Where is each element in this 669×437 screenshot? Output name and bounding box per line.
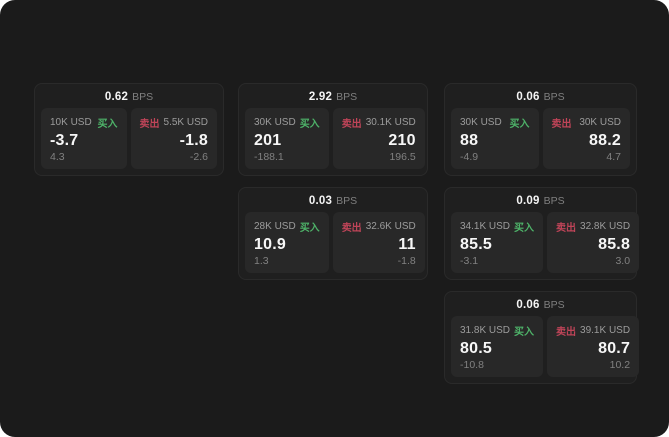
quote-panels: 31.8K USD 买入 80.5 -10.8 卖出 39.1K USD 80.…: [451, 316, 640, 377]
sell-quote-panel[interactable]: 卖出 30.1K USD 210 196.5: [332, 108, 425, 169]
buy-quote-panel[interactable]: 30K USD 买入 88 -4.9: [451, 108, 539, 169]
buy-amount: 31.8K USD: [460, 325, 511, 336]
buy-amount: 30K USD: [460, 117, 502, 128]
buy-label: 买入: [514, 327, 535, 338]
bps-value: 0.03: [308, 195, 333, 207]
sell-price: 88.2: [589, 132, 621, 149]
sell-delta: -2.6: [189, 151, 208, 163]
buy-delta: 4.3: [50, 151, 65, 163]
sell-amount: 30K USD: [579, 117, 621, 128]
sell-quote-panel[interactable]: 卖出 30K USD 88.2 4.7: [542, 108, 630, 169]
sell-label: 卖出: [556, 223, 577, 234]
quote-card: 0.03 BPS 28K USD 买入 10.9 1.3 卖出 32.6K US…: [238, 187, 428, 280]
sell-amount: 32.8K USD: [580, 221, 631, 232]
buy-quote-panel[interactable]: 31.8K USD 买入 80.5 -10.8: [451, 316, 544, 377]
sell-quote-panel[interactable]: 卖出 39.1K USD 80.7 10.2: [547, 316, 640, 377]
sell-label: 卖出: [556, 327, 577, 338]
bps-unit-label: BPS: [543, 91, 565, 103]
quote-card: 0.06 BPS 31.8K USD 买入 80.5 -10.8 卖出 39.1…: [444, 291, 640, 384]
sell-quote-panel[interactable]: 卖出 32.6K USD 11 -1.8: [332, 212, 425, 273]
quote-card: 0.62 BPS 10K USD 买入 -3.7 4.3 卖出 5.5K USD…: [34, 83, 224, 176]
quote-card: 0.06 BPS 30K USD 买入 88 -4.9 卖出 30K USD 8…: [444, 83, 637, 176]
buy-delta: -188.1: [254, 151, 284, 163]
card-header: 0.06 BPS: [451, 296, 630, 314]
sell-price: 210: [388, 132, 416, 149]
quote-panels: 10K USD 买入 -3.7 4.3 卖出 5.5K USD -1.8 -2.…: [41, 108, 217, 169]
sell-label: 卖出: [551, 119, 572, 130]
buy-price: 85.5: [460, 236, 492, 253]
buy-price: 88: [460, 132, 479, 149]
quote-panels: 34.1K USD 买入 85.5 -3.1 卖出 32.8K USD 85.8…: [451, 212, 640, 273]
sell-delta: 4.7: [606, 151, 621, 163]
buy-label: 买入: [509, 119, 530, 130]
buy-delta: 1.3: [254, 255, 269, 267]
buy-delta: -4.9: [460, 151, 479, 163]
buy-delta: -3.1: [460, 255, 479, 267]
bps-unit-label: BPS: [543, 195, 565, 207]
buy-label: 买入: [299, 223, 320, 234]
bps-unit-label: BPS: [543, 299, 565, 311]
buy-label: 买入: [97, 119, 118, 130]
quote-panels: 30K USD 买入 201 -188.1 卖出 30.1K USD 210 1…: [245, 108, 425, 169]
sell-delta: 3.0: [615, 255, 631, 267]
bps-value: 0.09: [516, 195, 540, 207]
sell-amount: 32.6K USD: [365, 221, 416, 232]
buy-amount: 10K USD: [50, 117, 92, 128]
bps-value: 0.62: [104, 91, 129, 103]
buy-amount: 30K USD: [254, 117, 296, 128]
sell-delta: 10.2: [609, 359, 631, 371]
sell-price: 85.8: [598, 236, 631, 253]
bps-unit-label: BPS: [336, 195, 358, 207]
sell-amount: 5.5K USD: [163, 117, 208, 128]
card-header: 2.92 BPS: [245, 88, 421, 106]
bps-value: 0.06: [516, 91, 540, 103]
sell-delta: -1.8: [397, 255, 416, 267]
bps-value: 0.06: [516, 299, 540, 311]
buy-quote-panel[interactable]: 30K USD 买入 201 -188.1: [245, 108, 329, 169]
buy-price: 80.5: [460, 340, 492, 357]
buy-delta: -10.8: [460, 359, 484, 371]
bps-value: 2.92: [308, 91, 333, 103]
quote-panels: 28K USD 买入 10.9 1.3 卖出 32.6K USD 11 -1.8: [245, 212, 425, 273]
sell-quote-panel[interactable]: 卖出 32.8K USD 85.8 3.0: [547, 212, 640, 273]
sell-amount: 30.1K USD: [365, 117, 416, 128]
buy-label: 买入: [299, 119, 320, 130]
card-header: 0.62 BPS: [41, 88, 217, 106]
buy-price: -3.7: [50, 132, 79, 149]
sell-quote-panel[interactable]: 卖出 5.5K USD -1.8 -2.6: [130, 108, 217, 169]
buy-label: 买入: [514, 223, 535, 234]
buy-price: 201: [254, 132, 282, 149]
sell-delta: 196.5: [389, 151, 416, 163]
bps-unit-label: BPS: [132, 91, 154, 103]
buy-quote-panel[interactable]: 28K USD 买入 10.9 1.3: [245, 212, 329, 273]
sell-label: 卖出: [341, 223, 362, 234]
sell-price: 80.7: [598, 340, 631, 357]
card-header: 0.03 BPS: [245, 192, 421, 210]
quote-card: 0.09 BPS 34.1K USD 买入 85.5 -3.1 卖出 32.8K…: [444, 187, 640, 280]
buy-quote-panel[interactable]: 34.1K USD 买入 85.5 -3.1: [451, 212, 544, 273]
buy-amount: 28K USD: [254, 221, 296, 232]
sell-price: 11: [398, 236, 416, 253]
buy-price: 10.9: [254, 236, 286, 253]
buy-quote-panel[interactable]: 10K USD 买入 -3.7 4.3: [41, 108, 127, 169]
bps-unit-label: BPS: [336, 91, 358, 103]
sell-label: 卖出: [139, 119, 160, 130]
card-header: 0.06 BPS: [451, 88, 630, 106]
sell-amount: 39.1K USD: [580, 325, 631, 336]
sell-label: 卖出: [341, 119, 362, 130]
buy-amount: 34.1K USD: [460, 221, 511, 232]
sell-price: -1.8: [179, 132, 208, 149]
quote-panels: 30K USD 买入 88 -4.9 卖出 30K USD 88.2 4.7: [451, 108, 630, 169]
card-header: 0.09 BPS: [451, 192, 630, 210]
quote-card: 2.92 BPS 30K USD 买入 201 -188.1 卖出 30.1K …: [238, 83, 428, 176]
